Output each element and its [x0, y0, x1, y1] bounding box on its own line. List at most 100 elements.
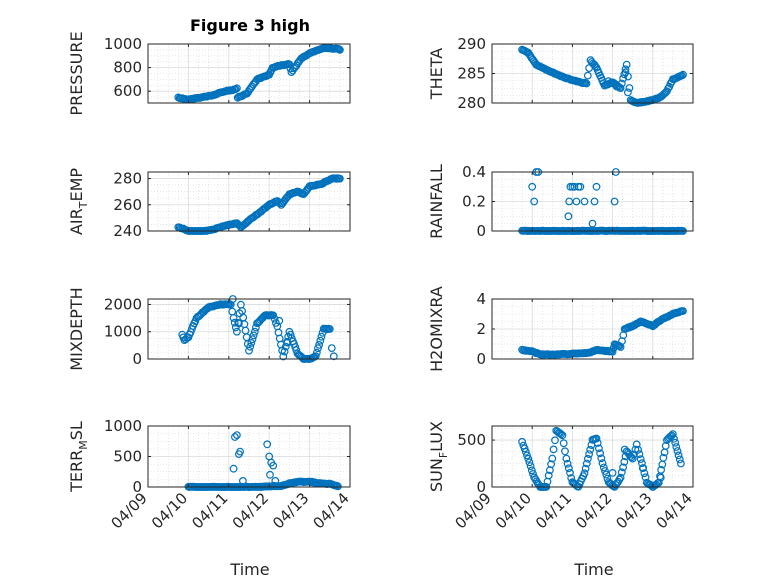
x-axis-label-right: Time — [573, 560, 613, 579]
y-tick-label: 4 — [476, 290, 486, 308]
data-point — [670, 434, 678, 443]
data-point — [251, 323, 260, 332]
y-tick-label: 0.4 — [462, 163, 486, 181]
data-point — [625, 84, 634, 92]
y-axis-label: TERRMSL — [67, 421, 90, 493]
data-point — [335, 45, 343, 53]
figure-title: Figure 3 high — [190, 16, 310, 35]
data-point — [528, 182, 537, 191]
data-point — [263, 440, 272, 449]
y-tick-label: 800 — [113, 59, 142, 77]
data-point — [664, 84, 672, 93]
y-tick-label: 1000 — [104, 323, 142, 341]
data-point — [583, 71, 592, 80]
y-tick-label: 0 — [132, 350, 142, 368]
data-point — [238, 477, 247, 485]
data-point — [280, 347, 289, 356]
data-point — [638, 459, 646, 468]
data-point — [325, 325, 334, 333]
data-point — [592, 182, 601, 191]
data-point — [559, 439, 568, 448]
data-point — [610, 197, 619, 206]
data-point — [615, 475, 624, 484]
data-point — [657, 466, 665, 474]
data-point — [672, 443, 681, 451]
y-tick-label: 1000 — [104, 35, 142, 53]
data-point — [572, 197, 581, 206]
data-point — [593, 439, 602, 447]
data-point — [316, 336, 325, 345]
data-point — [336, 46, 344, 54]
data-point — [230, 318, 239, 327]
data-point — [590, 197, 599, 206]
data-point — [327, 344, 336, 353]
data-point — [563, 459, 572, 468]
data-point — [336, 174, 344, 183]
data-point — [679, 307, 687, 315]
y-tick-label: 240 — [113, 222, 142, 240]
data-point — [548, 454, 557, 463]
data-point — [616, 84, 625, 92]
data-point — [520, 444, 529, 453]
data-point — [598, 459, 607, 468]
data-point — [562, 454, 571, 463]
data-point — [616, 473, 625, 482]
data-point — [530, 473, 539, 482]
y-tick-label: 285 — [457, 65, 486, 83]
data-point — [608, 347, 617, 356]
y-tick-label: 500 — [113, 448, 142, 466]
data-point — [247, 339, 256, 347]
subplot-3: 240 260 280 AIRTEMP — [67, 168, 351, 240]
data-point — [234, 319, 243, 328]
data-point — [617, 468, 626, 477]
data-point — [585, 450, 593, 459]
data-point — [236, 447, 245, 456]
y-tick-label: 280 — [457, 94, 486, 112]
y-tick-label: 2 — [476, 320, 486, 338]
data-point — [292, 346, 301, 355]
data-point — [599, 463, 608, 472]
data-point — [638, 464, 647, 473]
data-point — [564, 464, 573, 473]
data-point — [229, 464, 238, 473]
data-point — [635, 450, 644, 459]
y-axis-label: H2OMIXRA — [427, 286, 446, 372]
data-point — [621, 65, 630, 74]
y-axis-label: PRESSURE — [67, 31, 86, 115]
data-point — [230, 433, 239, 441]
subplot-2: 280 285 290 THETA — [427, 35, 694, 112]
data-point — [632, 440, 641, 449]
axes-box — [147, 43, 351, 104]
data-point — [582, 79, 591, 88]
data-point — [266, 470, 274, 479]
data-point — [595, 444, 603, 453]
data-point — [246, 342, 255, 351]
data-point — [271, 477, 280, 485]
data-point — [521, 447, 530, 456]
data-point — [269, 461, 278, 470]
data-point — [596, 449, 604, 458]
data-point — [580, 197, 589, 206]
data-point — [671, 438, 680, 447]
data-point — [329, 352, 338, 361]
data-point — [518, 437, 526, 446]
subplot-5: 0 1000 2000 MIXDEPTH — [67, 287, 351, 371]
data-point — [524, 454, 533, 463]
data-point — [584, 454, 592, 463]
data-point — [661, 442, 670, 450]
data-point — [270, 314, 279, 323]
data-point — [275, 316, 284, 325]
subplot-4: 0 0.2 0.4 RAINFALL — [427, 163, 694, 240]
data-point — [291, 63, 300, 72]
data-point — [634, 445, 642, 454]
data-point — [636, 455, 645, 464]
y-tick-label: 600 — [113, 82, 142, 100]
data-point — [622, 60, 631, 69]
data-point — [279, 352, 288, 361]
data-point — [566, 468, 574, 477]
data-point — [281, 342, 290, 351]
data-point — [675, 455, 684, 464]
data-point — [245, 346, 253, 355]
data-point — [624, 72, 632, 81]
